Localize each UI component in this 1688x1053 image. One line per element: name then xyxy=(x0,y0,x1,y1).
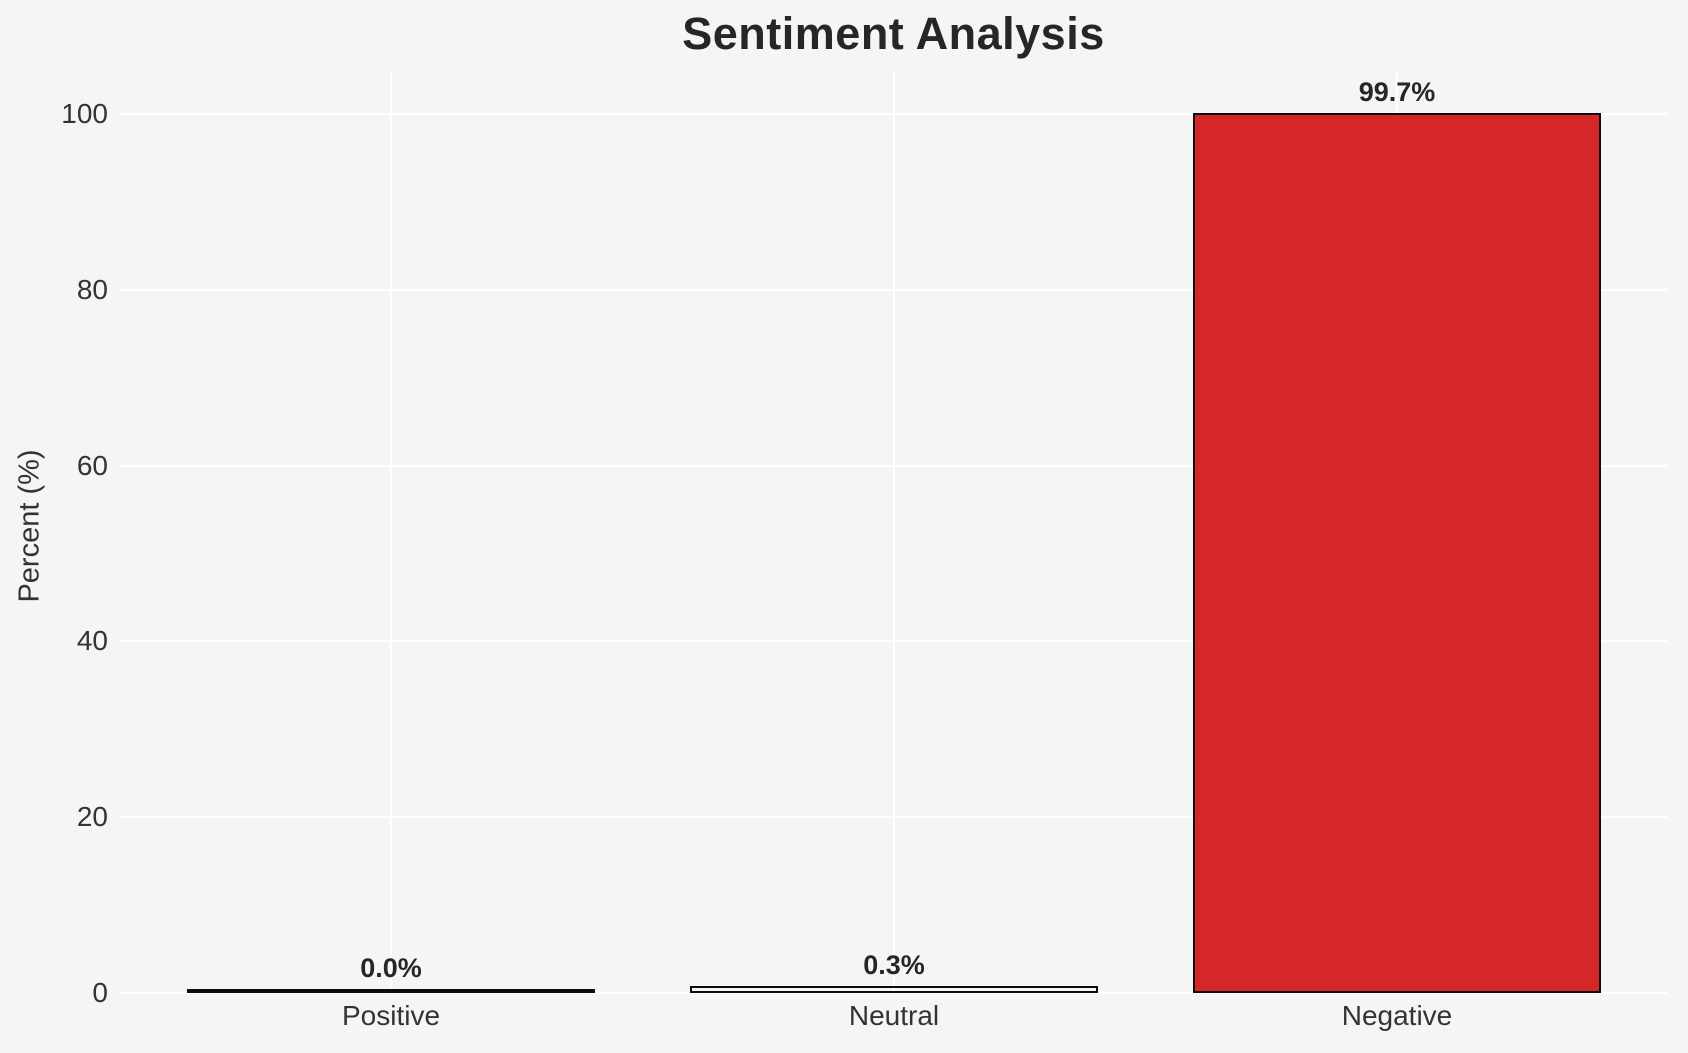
y-gridline xyxy=(120,992,1667,994)
x-tick-label: Negative xyxy=(1341,1000,1453,1031)
bar-positive xyxy=(187,989,595,993)
y-tick-label: 100 xyxy=(61,98,108,129)
y-tick-label: 20 xyxy=(76,801,108,833)
y-tick-label: 0 xyxy=(92,977,108,1008)
x-tick-label: Positive xyxy=(341,1000,441,1031)
bar-value-label: 0.3% xyxy=(863,950,925,980)
x-tick-label: Neutral xyxy=(848,1000,940,1031)
bar-value-label: 99.7% xyxy=(1358,77,1436,107)
chart-title: Sentiment Analysis xyxy=(682,8,1105,59)
bar-value-label: 0.0% xyxy=(360,953,422,983)
y-tick-label: 80 xyxy=(76,273,108,305)
y-tick-label: 60 xyxy=(76,449,108,481)
x-gridline xyxy=(893,72,895,993)
y-tick-label: 40 xyxy=(76,625,108,657)
x-gridline xyxy=(390,72,392,993)
bar-negative xyxy=(1193,113,1601,993)
bar-neutral xyxy=(690,986,1098,993)
